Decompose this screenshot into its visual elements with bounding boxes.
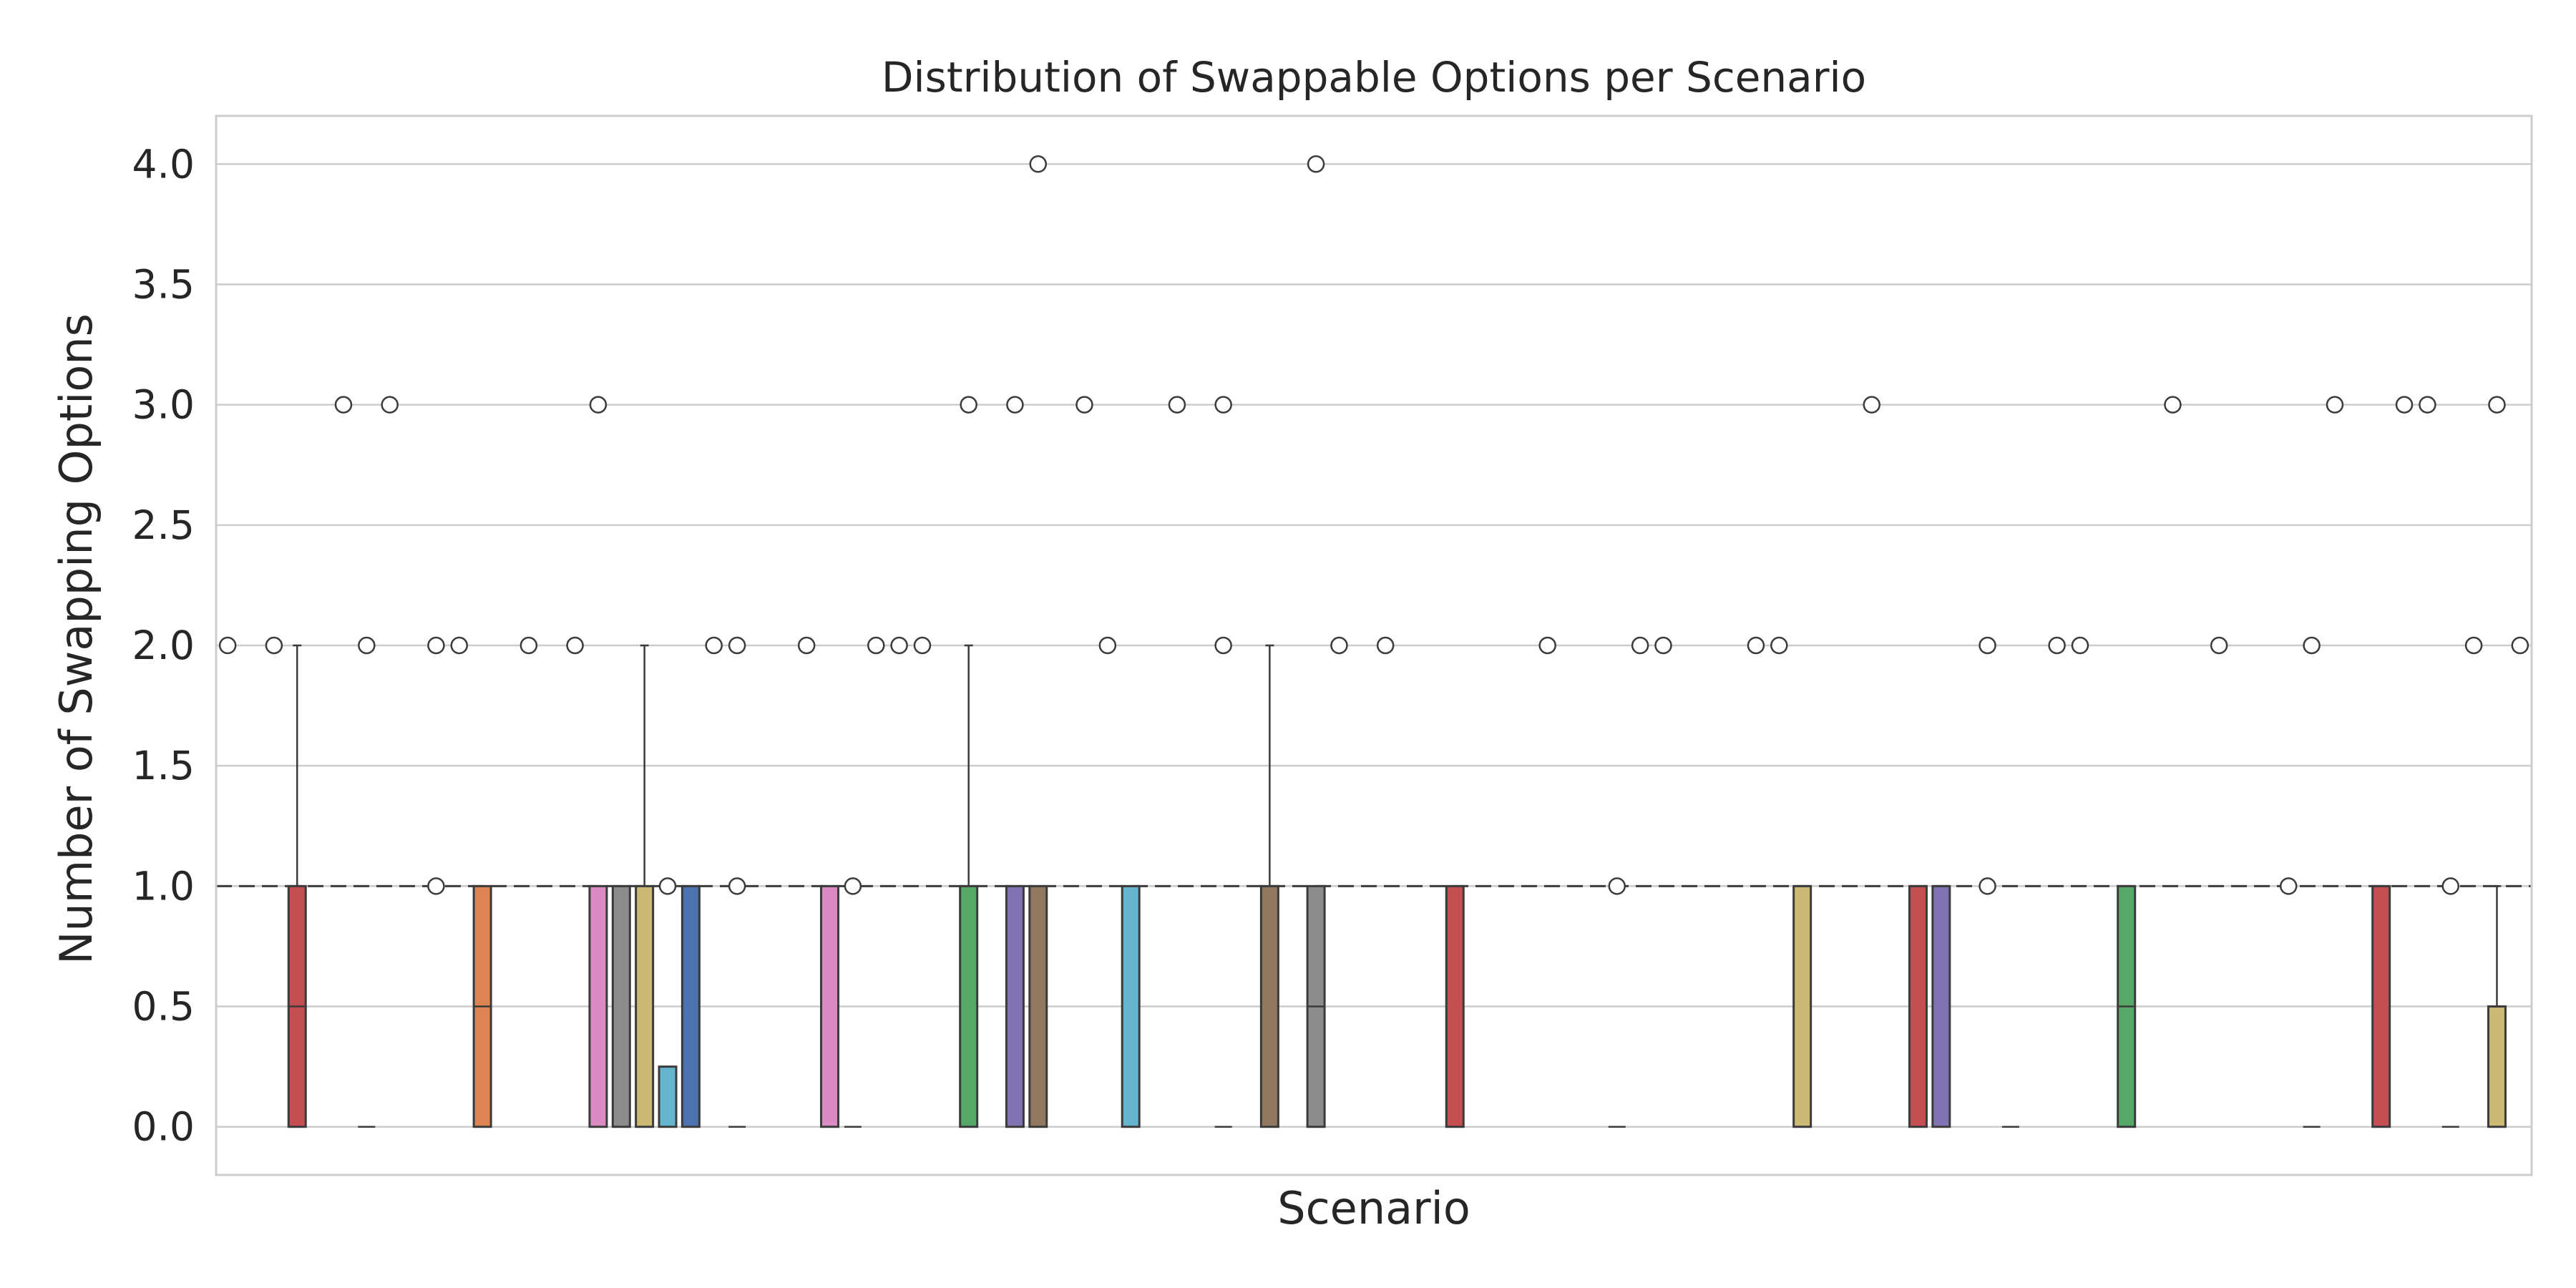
outlier-point: [1863, 396, 1880, 414]
outlier-point: [844, 877, 862, 895]
box: [1028, 884, 1048, 1128]
outlier-point: [890, 636, 908, 655]
box: [1121, 884, 1141, 1128]
y-tick-label: 2.5: [132, 502, 195, 548]
outlier-point: [1098, 636, 1117, 655]
outlier-point: [728, 636, 746, 655]
box: [1931, 884, 1951, 1128]
outlier-point: [566, 636, 584, 655]
outlier-point: [705, 636, 723, 655]
y-tick-label: 0.5: [132, 984, 195, 1030]
outlier-point: [728, 877, 746, 895]
outlier-point: [1631, 636, 1649, 655]
y-tick-label: 1.5: [132, 743, 195, 789]
outlier-point: [913, 636, 932, 655]
outlier-point: [1307, 155, 1325, 173]
y-tick-label: 3.5: [132, 261, 195, 307]
chart-title: Distribution of Swappable Options per Sc…: [882, 53, 1866, 102]
outlier-points: [218, 155, 2529, 895]
boxes: [287, 644, 2507, 1128]
box: [1445, 884, 1465, 1128]
outlier-point: [2441, 877, 2459, 895]
outlier-point: [2511, 636, 2529, 655]
outlier-point: [2326, 396, 2344, 414]
y-tick-label: 0.0: [132, 1104, 195, 1150]
box: [959, 884, 979, 1128]
outlier-point: [265, 636, 283, 655]
outlier-point: [1376, 636, 1395, 655]
outlier-point: [1770, 636, 1788, 655]
outlier-point: [2071, 636, 2089, 655]
outlier-point: [1330, 636, 1348, 655]
outlier-point: [358, 636, 376, 655]
box: [1005, 884, 1025, 1128]
y-tick-label: 3.0: [132, 382, 195, 428]
outlier-point: [2464, 636, 2483, 655]
outlier-point: [427, 636, 445, 655]
y-tick-labels: 0.0 0.5 1.0 1.5 2.0 2.5 3.0 3.5 4.0: [132, 141, 195, 1149]
outlier-point: [867, 636, 885, 655]
outlier-point: [1214, 636, 1232, 655]
plot-frame: [215, 114, 2533, 1176]
outlier-point: [334, 396, 353, 414]
outlier-point: [1214, 396, 1232, 414]
outlier-point: [450, 636, 469, 655]
outlier-point: [2419, 396, 2436, 414]
box: [2371, 884, 2391, 1128]
y-tick-label: 1.0: [132, 863, 195, 909]
outlier-point: [2279, 877, 2298, 895]
box: [680, 884, 701, 1128]
box: [1908, 884, 1928, 1128]
outlier-point: [1979, 877, 1996, 895]
outlier-point: [960, 396, 977, 414]
outlier-point: [519, 636, 538, 655]
outlier-point: [218, 636, 237, 655]
outlier-point: [1538, 636, 1556, 655]
box: [2487, 1005, 2507, 1128]
outlier-point: [2303, 636, 2321, 655]
box: [611, 884, 631, 1128]
outlier-point: [1075, 396, 1093, 414]
x-axis-label: Scenario: [1277, 1182, 1470, 1234]
outlier-point: [2164, 396, 2182, 414]
outlier-point: [427, 877, 445, 895]
outlier-point: [2488, 396, 2506, 414]
outlier-point: [381, 396, 399, 414]
y-tick-label: 2.0: [132, 623, 195, 668]
box: [588, 884, 608, 1128]
outlier-point: [2395, 396, 2414, 414]
outlier-point: [1608, 877, 1626, 895]
outlier-point: [2048, 636, 2066, 655]
outlier-point: [1006, 396, 1024, 414]
outlier-point: [1747, 636, 1765, 655]
outlier-point: [1029, 155, 1048, 173]
box: [820, 884, 840, 1128]
outlier-point: [2210, 636, 2228, 655]
box: [1259, 884, 1279, 1128]
box: [635, 884, 655, 1128]
y-tick-label: 4.0: [132, 141, 195, 187]
box: [658, 1065, 678, 1128]
outlier-point: [658, 877, 677, 895]
y-axis-label: Number of Swapping Options: [50, 313, 102, 965]
box: [1792, 884, 1813, 1128]
outlier-point: [589, 396, 608, 414]
outlier-point: [1654, 636, 1672, 655]
outlier-point: [1979, 636, 1996, 655]
outlier-point: [1168, 396, 1186, 414]
outlier-point: [797, 636, 816, 655]
